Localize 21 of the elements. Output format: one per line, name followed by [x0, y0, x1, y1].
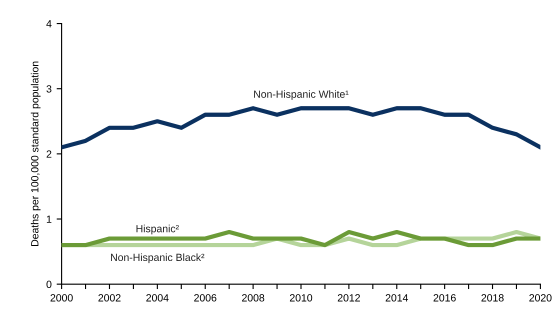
x-tick-label: 2016	[434, 294, 456, 302]
y-tick-label: 1	[46, 216, 52, 223]
y-axis-title: Deaths per 100,000 standard population	[30, 62, 41, 246]
y-tick-label: 4	[46, 20, 52, 28]
series-label: Hispanic²	[136, 224, 179, 234]
x-tick-label: 2012	[338, 294, 360, 302]
x-tick-label: 2020	[529, 294, 552, 302]
series-label: Non-Hispanic White¹	[254, 90, 349, 100]
line-series	[62, 106, 540, 150]
x-tick-label: 2002	[98, 294, 121, 302]
y-tick-label: 3	[46, 85, 52, 93]
x-tick-label: 2008	[242, 294, 264, 302]
y-tick-label: 0	[46, 280, 52, 288]
y-tick-label: 2	[46, 150, 52, 158]
x-tick-label: 2004	[146, 294, 169, 302]
series-label: Non-Hispanic Black²	[111, 253, 204, 264]
x-tick-label: 2000	[50, 294, 73, 302]
x-tick-label: 2010	[290, 294, 312, 302]
x-tick-label: 2014	[386, 294, 408, 302]
x-tick-label: 2006	[194, 294, 216, 302]
x-tick-label: 2018	[481, 294, 504, 302]
